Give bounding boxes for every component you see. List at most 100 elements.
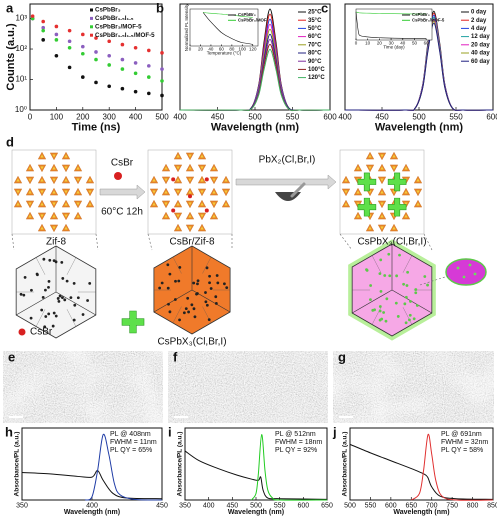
x-tick-label: 10 (365, 40, 371, 45)
x-tick-label: 20 (377, 40, 383, 45)
crystal-dot (223, 282, 226, 286)
crystal-dot (76, 296, 80, 300)
tem-blot (333, 351, 494, 423)
crystal-dot (383, 274, 387, 277)
data-point (81, 44, 85, 49)
x-tick-label: 850 (487, 502, 497, 509)
legend-icon (18, 328, 26, 336)
lattice-unit (176, 190, 180, 194)
crystal-dot (394, 301, 398, 305)
crystal-dot (63, 298, 67, 302)
crystal-edge (153, 289, 193, 313)
crystal-dot (47, 312, 51, 316)
data-point (94, 80, 98, 85)
series-line (202, 12, 253, 45)
data-point (94, 36, 98, 40)
series-line (355, 11, 427, 39)
legend-swatch (90, 25, 93, 29)
csbr-icon (114, 172, 122, 180)
lattice-unit (224, 178, 228, 182)
series-line (349, 443, 494, 500)
x-tick-label: 450 (375, 112, 389, 121)
panel-label: g (338, 349, 346, 364)
panel-label: j (332, 424, 337, 439)
lattice-unit (380, 226, 384, 230)
legend-label: CsPbBr₁.₅I₁.₅/MOF-5 (95, 32, 155, 39)
annotation: PL QY = 58% (441, 447, 483, 454)
data-point (81, 32, 85, 37)
lattice-unit (188, 214, 192, 218)
x-tick-label: 40 (400, 40, 406, 45)
x-tick-label: 100 (50, 112, 64, 121)
lattice-unit (16, 178, 20, 182)
crystal-dot (88, 281, 92, 285)
legend-label: 2 day (471, 18, 487, 24)
lattice-unit (28, 166, 32, 170)
lattice-unit (52, 202, 56, 206)
data-point (107, 39, 111, 44)
lattice-unit (344, 202, 348, 206)
legend-label: 12 day (471, 34, 490, 40)
lattice-unit (76, 178, 80, 182)
lattice-unit (52, 190, 56, 194)
lattice-unit (28, 190, 32, 194)
annotation: FWHM = 18nm (275, 439, 322, 446)
arrow (235, 174, 337, 190)
csbr-dot (204, 208, 209, 213)
data-point (54, 32, 59, 37)
crystal-dot (52, 311, 56, 315)
crystal-edge (202, 256, 212, 274)
x-axis-label: Time (day) (383, 45, 405, 50)
lattice-unit (176, 214, 180, 218)
data-point (67, 65, 72, 70)
crystal-edge (172, 306, 182, 324)
lattice-unit (188, 226, 192, 230)
series-layer (344, 10, 494, 111)
crystal-dot (160, 281, 164, 285)
annotation: PL @ 408nm (110, 431, 151, 438)
lattice-unit (356, 214, 360, 218)
stage-label: CsPbX₃(Cl,Br,I) (357, 237, 426, 248)
x-tick-label: 400 (129, 112, 143, 121)
annotation: FWHM = 32nm (441, 439, 488, 446)
x-tick-label: 600 (297, 502, 309, 509)
series-line (21, 470, 163, 500)
crystal-dot (382, 311, 386, 314)
legend-label: 60°C (308, 34, 322, 40)
x-tick-label: 450 (226, 502, 238, 509)
lattice-unit (404, 202, 408, 206)
series-layer (349, 433, 494, 501)
data-point (54, 53, 59, 58)
crystal-dot (57, 299, 61, 303)
x-tick-label: 800 (467, 502, 479, 509)
lattice-unit (380, 202, 384, 206)
data-point (67, 28, 72, 33)
lattice-unit (200, 226, 204, 230)
lattice-unit (188, 190, 192, 194)
x-tick-label: 350 (16, 502, 28, 509)
lattice-unit (40, 190, 44, 194)
lattice-unit (416, 190, 420, 194)
x-tick-label: 400 (203, 502, 215, 509)
lattice-unit (380, 154, 384, 158)
panel-label: f (173, 349, 178, 364)
data-point (94, 50, 98, 54)
series-line (184, 450, 328, 500)
x-tick-label: 450 (211, 112, 225, 121)
lattice-unit (344, 178, 348, 182)
lattice-unit (404, 190, 408, 194)
x-axis-label: Time (ns) (72, 122, 121, 134)
x-tick-label: 500 (155, 112, 169, 121)
zoom-line (339, 233, 353, 251)
lattice-unit (212, 178, 216, 182)
lattice-unit (188, 202, 192, 206)
x-axis-label: Temperature (°C) (207, 51, 242, 56)
crystal-dot (379, 289, 383, 293)
lattice-unit (404, 166, 408, 170)
crystal-dot (398, 253, 401, 257)
series-line (84, 433, 163, 501)
lattice-unit (28, 178, 32, 182)
legend-label: 40 day (471, 51, 490, 57)
tem-image: f (168, 349, 328, 423)
